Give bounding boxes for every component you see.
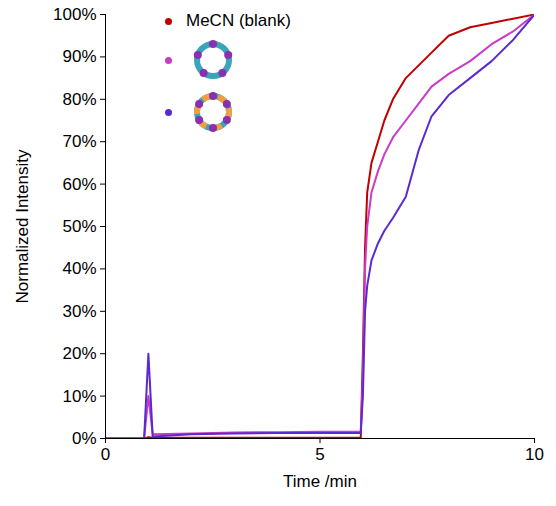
svg-text:5: 5 xyxy=(315,445,324,464)
svg-text:0%: 0% xyxy=(72,429,97,448)
svg-text:50%: 50% xyxy=(62,217,96,236)
svg-text:30%: 30% xyxy=(62,302,96,321)
svg-text:40%: 40% xyxy=(62,259,96,278)
svg-text:90%: 90% xyxy=(62,47,96,66)
svg-text:10%: 10% xyxy=(62,387,96,406)
svg-text:80%: 80% xyxy=(62,90,96,109)
svg-text:Time /min: Time /min xyxy=(283,472,357,491)
svg-text:10: 10 xyxy=(525,445,544,464)
svg-text:0: 0 xyxy=(101,445,110,464)
html-text:MeCN (blank): MeCN (blank) xyxy=(186,11,291,30)
svg-text:20%: 20% xyxy=(62,344,96,363)
svg-text:60%: 60% xyxy=(62,175,96,194)
svg-text:70%: 70% xyxy=(62,132,96,151)
svg-text:100%: 100% xyxy=(53,5,96,24)
svg-text:Normalized Intensity: Normalized Intensity xyxy=(13,149,32,304)
